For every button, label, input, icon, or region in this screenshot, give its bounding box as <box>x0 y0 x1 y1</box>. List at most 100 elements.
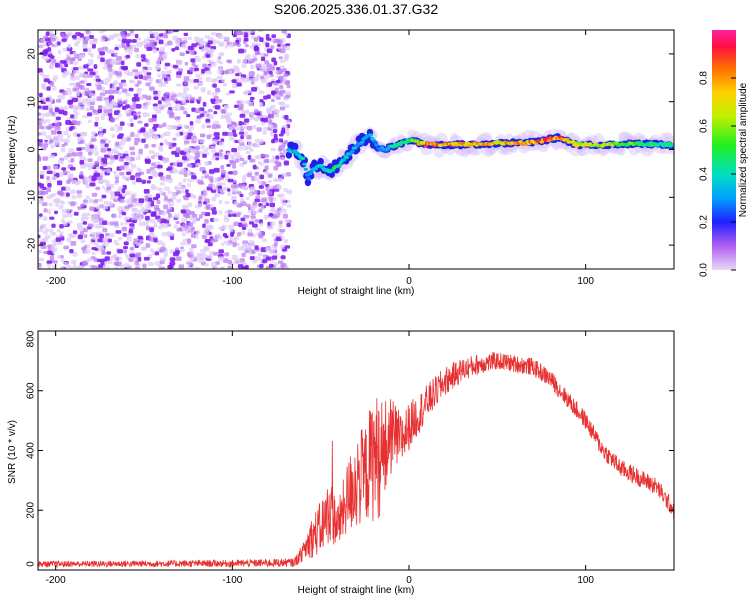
noise-speckle <box>232 242 237 248</box>
noise-speckle <box>137 168 143 173</box>
noise-speckle <box>100 143 106 149</box>
noise-speckle <box>252 210 259 214</box>
noise-speckle <box>212 218 219 222</box>
noise-speckle <box>125 253 129 258</box>
noise-speckle <box>282 208 287 214</box>
noise-speckle <box>199 133 206 138</box>
noise-speckle <box>38 125 45 130</box>
noise-speckle <box>214 152 220 157</box>
noise-speckle <box>114 116 119 121</box>
noise-speckle <box>174 213 180 219</box>
noise-speckle <box>163 95 168 99</box>
noise-speckle <box>124 263 130 268</box>
noise-speckle <box>142 263 147 269</box>
noise-speckle <box>212 139 218 143</box>
noise-speckle <box>179 106 185 111</box>
noise-speckle <box>249 221 255 225</box>
noise-speckle <box>82 221 88 225</box>
noise-speckle <box>243 159 248 163</box>
noise-speckle <box>207 59 212 64</box>
noise-speckle <box>228 237 233 242</box>
noise-speckle <box>179 131 184 136</box>
noise-speckle <box>227 59 233 64</box>
noise-speckle <box>131 216 137 221</box>
noise-speckle <box>249 45 254 49</box>
noise-speckle <box>219 41 225 47</box>
noise-speckle <box>263 154 270 158</box>
noise-speckle <box>133 112 138 116</box>
noise-speckle <box>218 210 223 215</box>
noise-speckle <box>242 223 248 228</box>
noise-speckle <box>238 106 244 111</box>
noise-speckle <box>112 171 118 175</box>
noise-speckle <box>83 245 88 249</box>
noise-speckle <box>75 91 80 97</box>
noise-speckle <box>65 139 71 143</box>
noise-speckle <box>276 266 282 269</box>
signal-core <box>293 150 299 154</box>
noise-speckle <box>211 196 217 202</box>
noise-speckle <box>228 171 234 175</box>
noise-speckle <box>188 173 192 177</box>
noise-speckle <box>268 225 274 230</box>
noise-speckle <box>160 70 167 76</box>
noise-speckle <box>260 153 265 157</box>
noise-speckle <box>273 242 278 247</box>
signal-core <box>539 140 545 144</box>
noise-speckle <box>88 166 93 171</box>
noise-speckle <box>247 172 252 178</box>
noise-speckle <box>207 108 213 113</box>
noise-speckle <box>259 37 264 43</box>
noise-speckle <box>108 201 113 207</box>
noise-speckle <box>58 204 64 210</box>
noise-speckle <box>189 247 194 253</box>
noise-speckle <box>220 182 226 186</box>
noise-speckle <box>239 163 245 167</box>
noise-speckle <box>220 189 225 193</box>
noise-speckle <box>77 151 83 157</box>
noise-speckle <box>246 54 251 58</box>
noise-speckle <box>43 50 49 54</box>
noise-speckle <box>210 262 217 267</box>
noise-speckle <box>83 157 88 162</box>
noise-speckle <box>264 158 270 163</box>
colorbar-ticks: 0.0 0.2 0.4 0.6 0.8 <box>699 71 736 277</box>
noise-speckle <box>165 174 172 180</box>
noise-speckle <box>148 30 153 35</box>
noise-speckle <box>176 59 183 64</box>
noise-speckle <box>46 176 50 180</box>
noise-speckle <box>148 236 155 242</box>
noise-speckle <box>265 247 271 252</box>
noise-speckle <box>82 48 88 52</box>
noise-speckle <box>240 230 246 235</box>
noise-speckle <box>174 39 180 44</box>
noise-speckle <box>158 124 163 129</box>
noise-speckle <box>126 137 131 142</box>
signal-core <box>666 141 672 145</box>
noise-speckle <box>261 197 267 203</box>
noise-speckle <box>238 48 245 54</box>
noise-speckle <box>71 35 77 39</box>
snr-y-tick-label: 200 <box>26 501 37 518</box>
noise-speckle <box>139 239 144 243</box>
noise-speckle <box>38 132 42 136</box>
noise-speckle <box>42 105 49 110</box>
noise-speckle <box>151 114 157 119</box>
noise-speckle <box>286 222 291 228</box>
noise-speckle <box>251 87 258 92</box>
noise-speckle <box>265 183 270 188</box>
noise-speckle <box>193 79 199 83</box>
noise-speckle <box>73 69 79 75</box>
noise-speckle <box>254 198 261 203</box>
noise-speckle <box>268 213 274 217</box>
noise-speckle <box>145 95 152 101</box>
noise-speckle <box>270 66 276 71</box>
noise-speckle <box>274 109 280 113</box>
noise-speckle <box>286 84 291 89</box>
noise-speckle <box>223 240 229 244</box>
noise-speckle <box>230 160 237 166</box>
noise-speckle <box>150 212 157 217</box>
noise-speckle <box>271 139 276 144</box>
noise-speckle <box>62 106 69 110</box>
noise-speckle <box>131 39 137 43</box>
